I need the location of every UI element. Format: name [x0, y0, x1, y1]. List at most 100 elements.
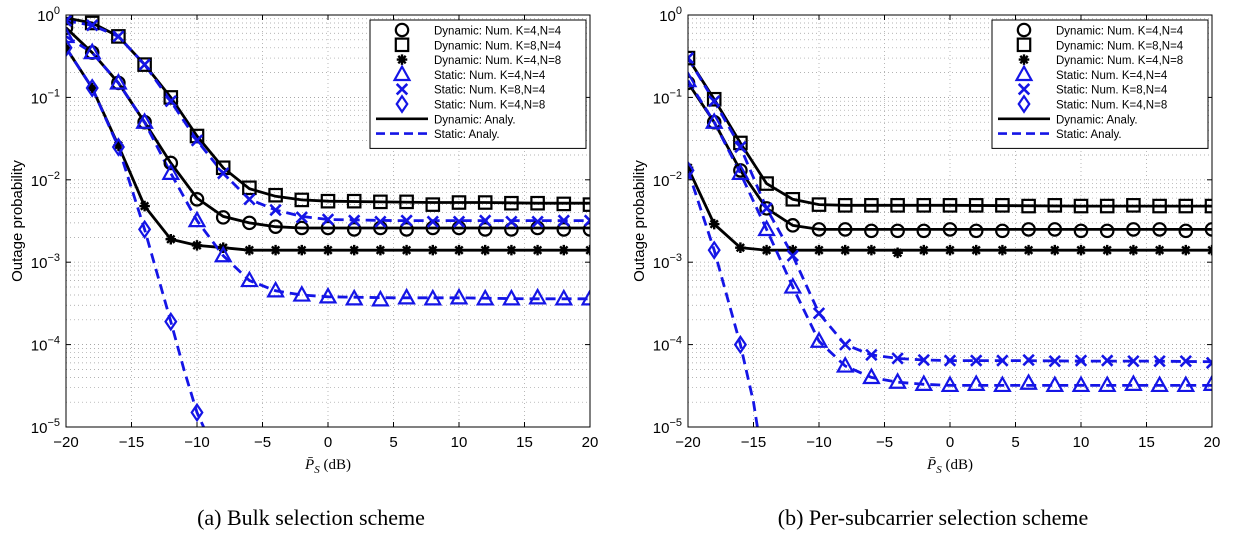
data-point-dynamic-num-k-4-n-8 — [761, 244, 772, 256]
data-point-static-num-k-8-n-4 — [66, 15, 73, 28]
legend-label: Static: Num. K=4,N=8 — [1056, 100, 1167, 112]
data-point-dynamic-num-k-4-n-8 — [296, 244, 308, 256]
data-point-static-num-k-4-n-4 — [940, 375, 960, 393]
data-point-static-num-k-8-n-4 — [1101, 354, 1114, 367]
data-point-static-num-k-8-n-4 — [321, 213, 335, 226]
data-point-static-num-k-8-n-4 — [734, 140, 747, 154]
y-axis-label: Outage probability — [9, 160, 26, 282]
data-point-dynamic-num-k-8-n-4 — [890, 198, 905, 213]
x-tick-label: 20 — [582, 434, 599, 451]
data-point-dynamic-num-k-4-n-4 — [1099, 223, 1115, 239]
data-point-static-num-k-8-n-4 — [688, 51, 695, 65]
data-point-static-num-k-4-n-4 — [757, 219, 776, 237]
data-point-static-num-k-4-n-4 — [1124, 374, 1143, 391]
data-point-dynamic-num-k-4-n-4 — [890, 223, 905, 239]
data-point-static-num-k-4-n-4 — [161, 163, 181, 180]
data-point-dynamic-num-k-8-n-4 — [66, 15, 74, 26]
x-tick-label: −10 — [806, 434, 831, 451]
data-point-dynamic-num-k-4-n-4 — [320, 220, 336, 236]
data-point-dynamic-num-k-8-n-4 — [373, 194, 388, 210]
y-tick-label: 100 — [37, 5, 60, 25]
data-point-static-num-k-8-n-4 — [374, 215, 387, 228]
data-point-dynamic-num-k-8-n-4 — [968, 198, 984, 213]
data-point-static-num-k-4-n-4 — [109, 72, 128, 90]
data-point-static-num-k-8-n-4 — [786, 249, 799, 262]
data-point-dynamic-num-k-4-n-8 — [113, 140, 124, 151]
data-point-dynamic-num-k-4-n-8 — [1023, 244, 1034, 256]
x-axis-label: P̄S (dB) — [304, 457, 351, 476]
data-point-dynamic-num-k-4-n-8 — [479, 244, 491, 256]
data-point-static-num-k-4-n-4 — [809, 331, 829, 348]
data-point-static-num-k-4-n-4 — [318, 286, 338, 304]
x-tick-label: 10 — [451, 434, 468, 451]
data-point-dynamic-num-k-4-n-8 — [970, 244, 982, 256]
data-point-dynamic-num-k-8-n-4 — [688, 50, 696, 66]
data-point-dynamic-num-k-8-n-4 — [864, 198, 879, 213]
legend-label: Static: Num. K=4,N=8 — [434, 100, 545, 112]
data-point-dynamic-num-k-8-n-4 — [1099, 198, 1115, 214]
legend-label: Dynamic: Num. K=8,N=4 — [434, 40, 562, 52]
legend-marker-dynamic-num-k-4-n-4 — [1016, 22, 1032, 38]
data-point-static-num-k-8-n-4 — [400, 214, 413, 227]
series-line-static-analy-3 — [688, 169, 759, 427]
data-point-static-num-k-8-n-4 — [479, 214, 492, 227]
data-point-dynamic-num-k-4-n-8 — [506, 244, 517, 256]
data-point-static-num-k-8-n-4 — [865, 348, 878, 362]
axis-ticks: −20 −15 −10 −5 0 5 10 15 20 10−5 10−4 10−3 10−2 10−1 1… — [31, 5, 599, 451]
data-point-static-num-k-8-n-4 — [760, 202, 773, 215]
legend-marker-dynamic-num-k-8-n-4 — [1016, 37, 1032, 53]
data-point-dynamic-num-k-4-n-8 — [1101, 244, 1113, 256]
data-point-static-num-k-4-n-4 — [292, 284, 312, 302]
data-point-dynamic-num-k-8-n-4 — [137, 57, 152, 72]
legend: Dynamic: Num. K=4,N=4 Dynamic: Num. K=8,N… — [369, 19, 587, 149]
data-point-static-num-k-8-n-4 — [812, 307, 826, 320]
y-tick-label: 100 — [659, 5, 682, 25]
data-point-dynamic-num-k-8-n-4 — [706, 91, 722, 107]
data-point-static-num-k-8-n-4 — [164, 94, 177, 108]
data-point-dynamic-num-k-8-n-4 — [111, 29, 126, 44]
data-point-dynamic-num-k-4-n-8 — [866, 244, 877, 256]
data-point-dynamic-num-k-4-n-4 — [556, 222, 572, 237]
data-point-dynamic-num-k-4-n-4 — [1073, 223, 1089, 239]
data-point-static-num-k-4-n-4 — [213, 245, 233, 263]
data-point-dynamic-num-k-8-n-4 — [84, 15, 100, 31]
data-point-static-num-k-8-n-4 — [269, 203, 282, 217]
data-point-static-num-k-4-n-4 — [1097, 375, 1117, 393]
data-point-dynamic-num-k-8-n-4 — [556, 196, 572, 212]
legend-label: Dynamic: Num. K=4,N=8 — [434, 55, 561, 67]
data-point-dynamic-num-k-8-n-4 — [399, 194, 414, 210]
chart-a: −20 −15 −10 −5 0 5 10 15 20 10−5 10−4 10−3 10−2 10−1 1… — [9, 5, 599, 476]
data-point-static-num-k-4-n-4 — [783, 276, 803, 294]
axis-ticks: −20 −15 −10 −5 0 5 10 15 20 10−5 10−4 10−3 10−2 10−1 1… — [653, 5, 1221, 451]
data-point-static-num-k-4-n-4 — [993, 375, 1012, 393]
data-point-dynamic-num-k-8-n-4 — [346, 193, 362, 209]
x-tick-label: −10 — [184, 434, 209, 451]
data-point-static-num-k-4-n-4 — [554, 288, 574, 306]
legend-label: Static: Num. K=8,N=4 — [1056, 85, 1168, 97]
data-point-static-num-k-8-n-4 — [839, 338, 852, 351]
data-point-static-num-k-4-n-8 — [111, 137, 126, 157]
data-point-dynamic-num-k-4-n-4 — [785, 218, 801, 233]
data-point-dynamic-num-k-8-n-4 — [811, 197, 827, 212]
plot-area — [688, 50, 1212, 427]
data-point-static-num-k-4-n-4 — [1019, 373, 1038, 390]
data-point-static-num-k-8-n-4 — [583, 214, 590, 227]
plot-area — [66, 15, 590, 427]
data-point-dynamic-num-k-8-n-4 — [1073, 198, 1089, 214]
data-point-dynamic-num-k-4-n-4 — [811, 222, 827, 237]
data-point-dynamic-num-k-4-n-4 — [294, 220, 310, 236]
data-point-dynamic-num-k-4-n-8 — [787, 244, 799, 256]
data-point-dynamic-num-k-4-n-8 — [1049, 244, 1061, 256]
data-point-dynamic-num-k-8-n-4 — [785, 191, 801, 207]
x-tick-label: −20 — [53, 434, 78, 451]
data-point-static-num-k-4-n-8 — [137, 219, 152, 240]
y-tick-label: 10−1 — [31, 87, 60, 107]
data-point-dynamic-num-k-4-n-4 — [1126, 222, 1141, 237]
data-point-static-num-k-8-n-4 — [1022, 353, 1035, 367]
data-point-dynamic-num-k-8-n-4 — [530, 195, 545, 211]
data-point-dynamic-num-k-4-n-8 — [191, 240, 203, 251]
chart-panel-a: −20 −15 −10 −5 0 5 10 15 20 10−5 10−4 10−3 10−2 10−1 1… — [9, 5, 599, 530]
data-point-static-num-k-4-n-4 — [888, 372, 907, 389]
data-point-static-num-k-8-n-4 — [557, 214, 570, 227]
data-point-dynamic-num-k-4-n-8 — [558, 244, 570, 256]
